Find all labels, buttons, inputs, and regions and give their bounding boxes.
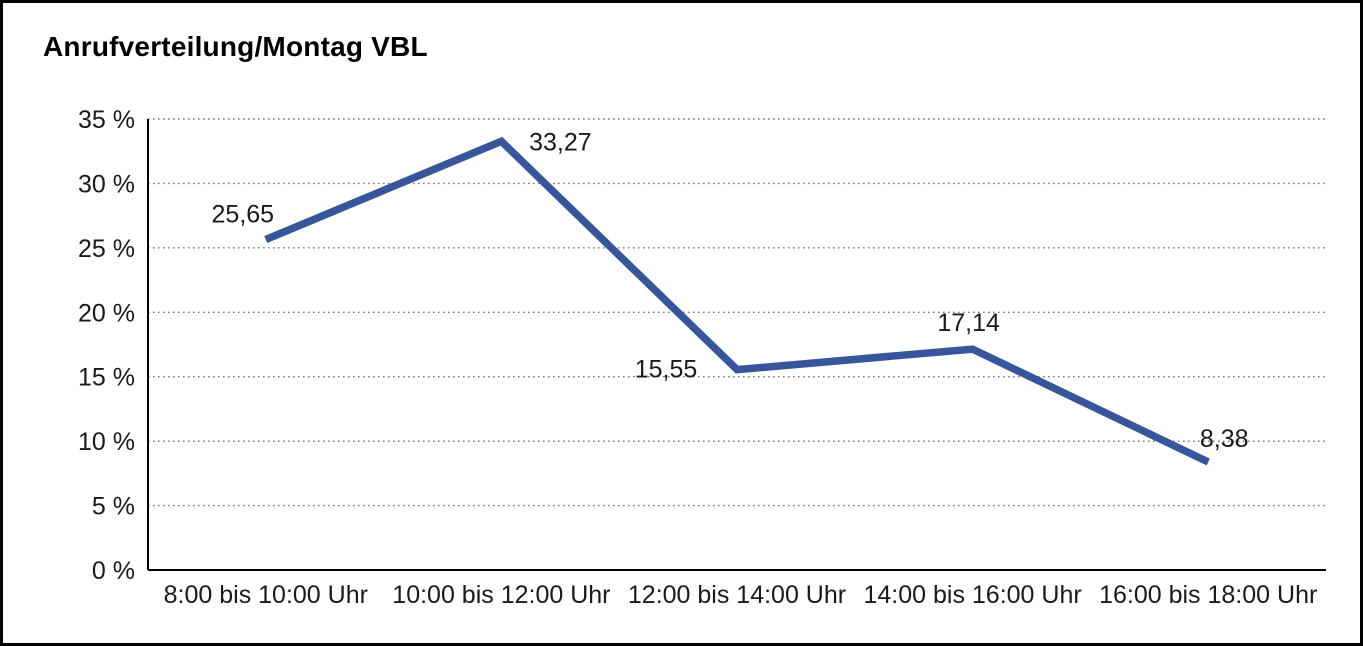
data-point-label: 15,55 [635,356,698,384]
data-point-label: 25,65 [212,200,275,228]
y-tick-label: 5 % [92,493,135,521]
y-tick-label: 20 % [78,299,135,327]
data-point-label: 8,38 [1200,425,1249,453]
y-tick-label: 35 % [78,106,135,134]
x-category-label: 14:00 bis 16:00 Uhr [863,581,1081,609]
y-tick-label: 30 % [78,170,135,198]
y-tick-label: 10 % [78,428,135,456]
data-line [264,136,1210,466]
x-category-label: 8:00 bis 10:00 Uhr [164,581,368,609]
x-category-label: 12:00 bis 14:00 Uhr [628,581,846,609]
y-tick-label: 15 % [78,364,135,392]
data-point-label: 33,27 [529,128,592,156]
x-category-label: 10:00 bis 12:00 Uhr [392,581,610,609]
line-chart: 0 % 5 % 10 % 15 % 20 % 25 % 30 % 35 % 8:00 bis 1… [78,106,1326,609]
chart-title: Anrufverteilung/Montag VBL [43,31,428,62]
y-tick-label: 25 % [78,235,135,263]
y-tick-label: 0 % [92,557,135,585]
x-category-label: 16:00 bis 18:00 Uhr [1099,581,1317,609]
data-point-label: 17,14 [937,309,1000,337]
